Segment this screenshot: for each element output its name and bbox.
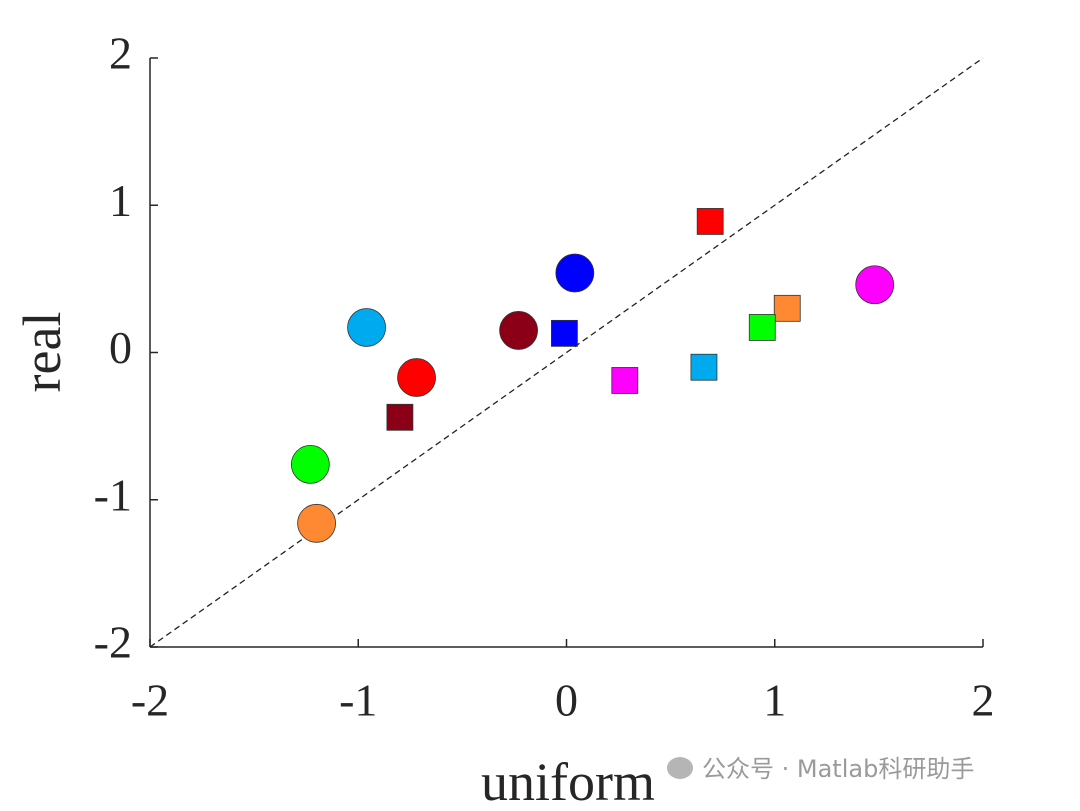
x-tick-label: 0 [555, 675, 578, 726]
square-point [748, 314, 776, 341]
watermark-icon [667, 757, 693, 779]
square-point [551, 319, 578, 347]
x-tick-label: 2 [972, 675, 995, 726]
x-axis-label: uniform [481, 752, 655, 811]
square-point [386, 403, 414, 431]
watermark-text: 公众号 · Matlab科研助手 [702, 755, 974, 783]
circle-point [290, 445, 330, 484]
circle-point [555, 253, 595, 293]
y-tick-label: 1 [109, 175, 132, 226]
square-point [773, 294, 801, 322]
square-point [696, 208, 724, 235]
circle-point [499, 311, 539, 350]
x-tick-label: 1 [763, 675, 786, 726]
circle-point [297, 503, 337, 543]
circle-point [855, 265, 895, 305]
square-point [690, 353, 718, 381]
y-axis-label: real [12, 312, 72, 393]
x-tick-label: -2 [131, 675, 169, 726]
circle-point [347, 308, 386, 347]
y-tick-label: 2 [109, 28, 132, 79]
circle-point [397, 358, 436, 397]
y-tick-label: 0 [109, 322, 132, 373]
y-tick-label: -1 [94, 469, 132, 520]
x-tick-label: -1 [339, 675, 377, 726]
watermark: 公众号 · Matlab科研助手 [667, 755, 974, 783]
reference-line [149, 57, 984, 648]
y-tick-label: -2 [94, 617, 132, 668]
square-point [611, 367, 639, 394]
